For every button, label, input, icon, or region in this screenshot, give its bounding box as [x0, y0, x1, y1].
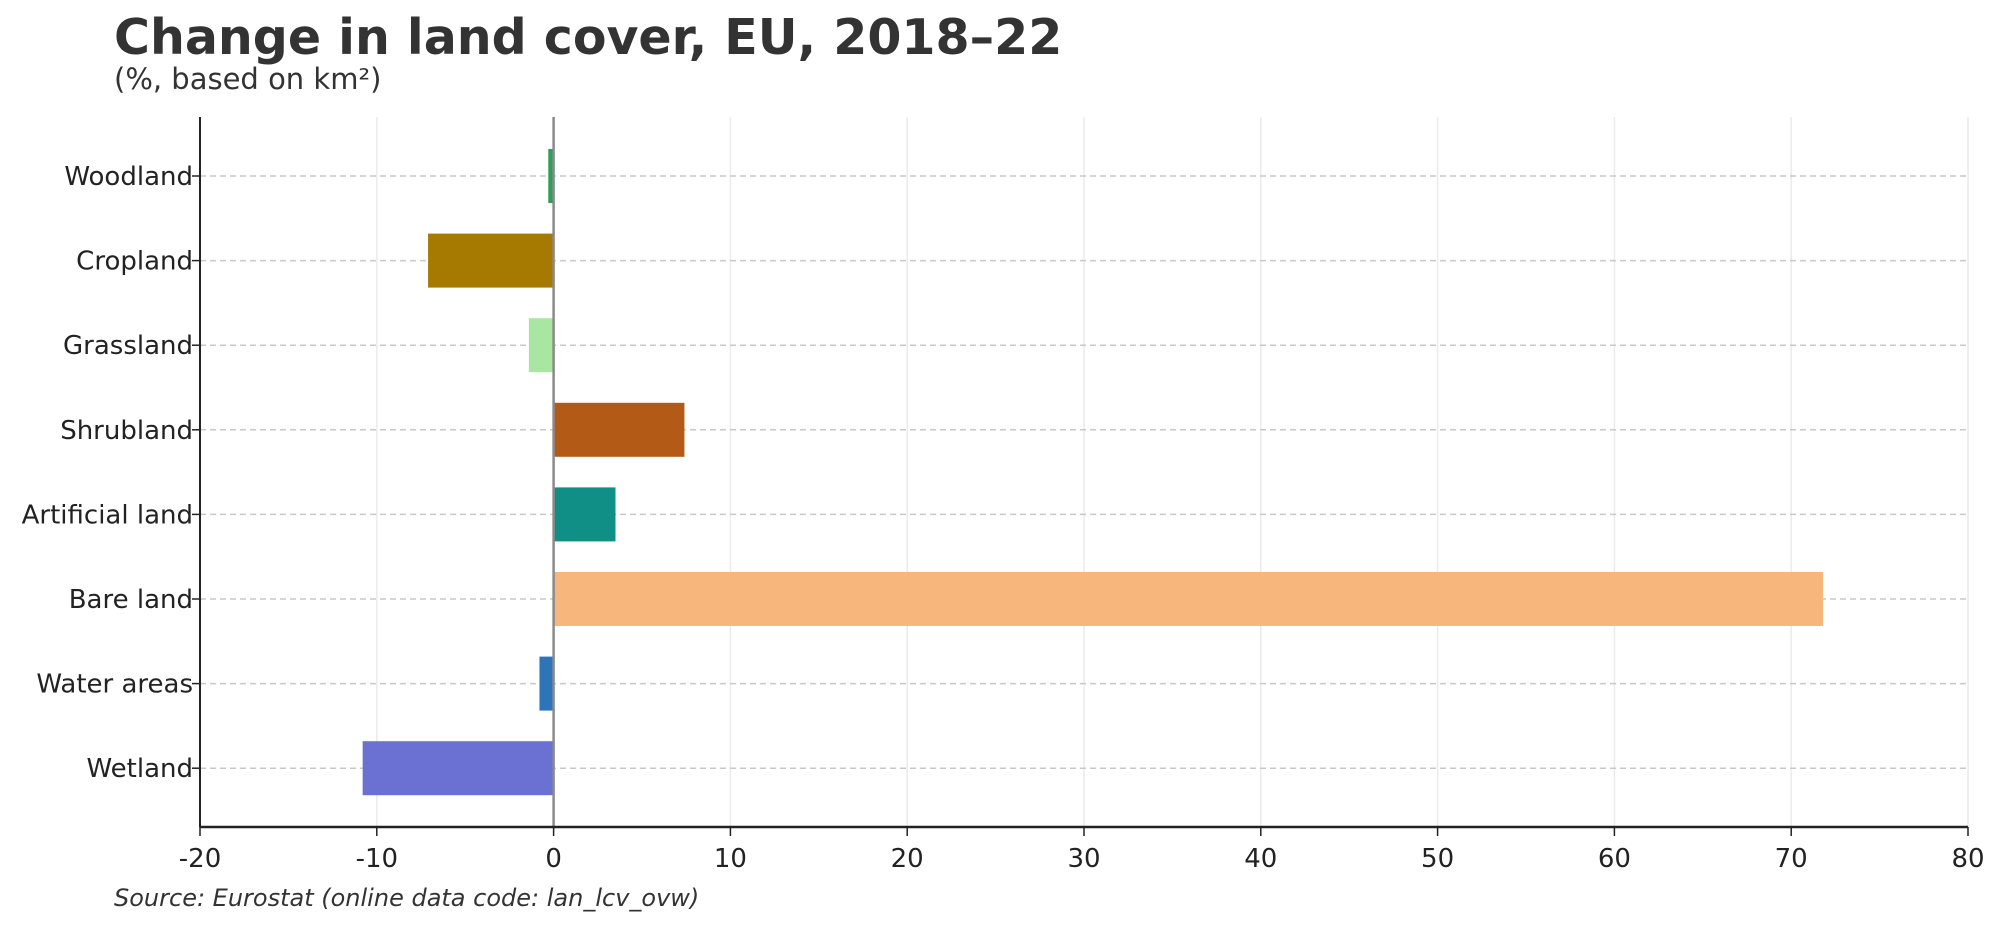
x-tick-label: 30 [1067, 844, 1100, 874]
chart-subtitle: (%, based on km²) [114, 62, 381, 96]
x-tick-label: 60 [1598, 844, 1631, 874]
bars [362, 149, 1824, 796]
x-tick-label: 80 [1951, 844, 1984, 874]
chart-title: Change in land cover, EU, 2018–22 [114, 9, 1062, 66]
x-tick-label: 10 [714, 844, 747, 874]
x-tick-label: 20 [891, 844, 924, 874]
x-tick-label: 0 [545, 844, 562, 874]
bar-grassland [528, 318, 554, 373]
category-label: Bare land [69, 585, 193, 615]
bar-shrubland [553, 402, 685, 457]
category-label: Woodland [64, 162, 193, 192]
category-label: Artificial land [22, 500, 193, 530]
bar-cropland [428, 233, 554, 288]
x-tick-label: 40 [1244, 844, 1277, 874]
x-tick-label: 70 [1775, 844, 1808, 874]
source-note: Source: Eurostat (online data code: lan_… [114, 884, 699, 912]
category-label: Water areas [36, 670, 193, 700]
bar-bare-land [553, 572, 1824, 626]
category-label: Cropland [76, 247, 193, 277]
category-label: Grassland [63, 331, 193, 361]
x-tick-label: -10 [356, 844, 398, 874]
category-label: Shrubland [60, 416, 193, 446]
axes: -20 -10 0 10 20 30 40 50 60 70 80 Woodland Cropland G… [22, 117, 1985, 874]
bar-water-areas [539, 656, 554, 711]
category-label: Wetland [86, 754, 193, 784]
x-tick-label: -20 [179, 844, 221, 874]
bar-wetland [362, 741, 554, 796]
grid [200, 117, 1969, 827]
bar-artificial-land [553, 487, 616, 542]
bar-woodland [548, 149, 554, 203]
x-tick-label: 50 [1421, 844, 1454, 874]
